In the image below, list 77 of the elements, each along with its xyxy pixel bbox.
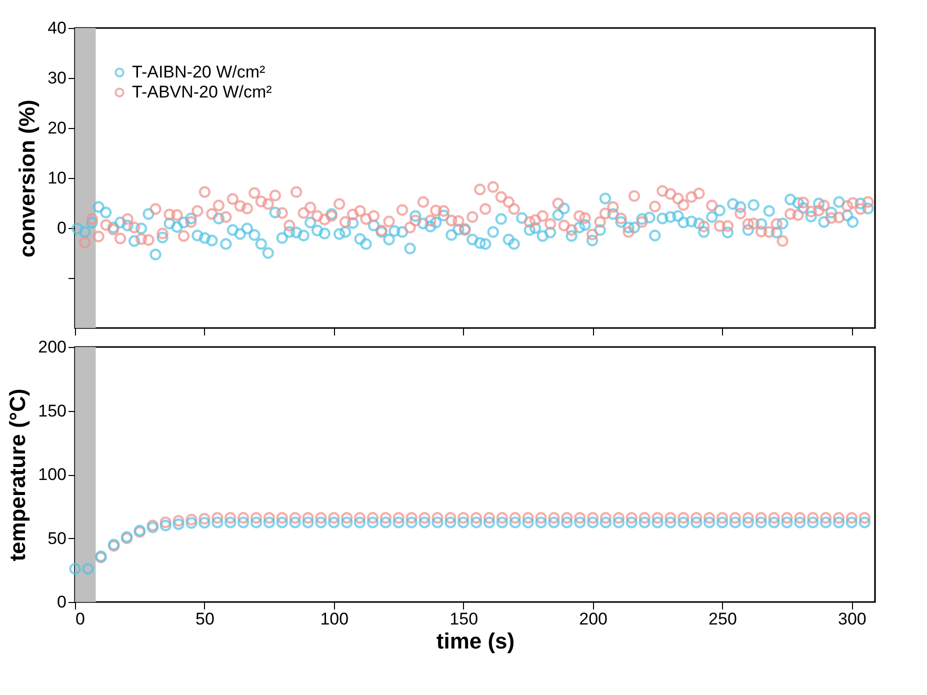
point [418, 512, 430, 524]
point [742, 512, 754, 524]
x-tick-label: 200 [579, 610, 608, 628]
point [160, 516, 172, 528]
point [652, 512, 664, 524]
point [716, 512, 728, 524]
point [846, 512, 858, 524]
point [302, 512, 314, 524]
point [341, 512, 353, 524]
point [483, 512, 496, 524]
y-axis-title: temperature (°C) [5, 388, 30, 562]
point [392, 512, 404, 524]
point [548, 512, 560, 524]
point [664, 512, 676, 524]
y-tick-label: 150 [38, 401, 66, 420]
point [198, 512, 210, 525]
point [755, 512, 767, 524]
y-tick-label: 200 [38, 338, 66, 356]
point [315, 512, 327, 524]
point [626, 512, 638, 524]
x-tick-label: 300 [838, 610, 866, 628]
y-tick-label: 50 [48, 528, 66, 548]
point [794, 512, 806, 524]
point [820, 512, 832, 524]
point [172, 514, 184, 527]
point [212, 512, 224, 524]
y-tick-label: 40 [48, 18, 66, 38]
point [574, 512, 586, 524]
point [263, 512, 276, 524]
point [380, 512, 392, 524]
x-axis-title: time (s) [436, 628, 515, 654]
point [690, 512, 702, 524]
x-tick-label: 250 [708, 610, 737, 628]
y-axis-title: conversion (%) [14, 100, 40, 258]
x-tick-label: 150 [450, 610, 478, 628]
point [858, 512, 870, 524]
x-tick-label: 50 [195, 610, 214, 628]
point [561, 512, 573, 524]
point [768, 512, 780, 524]
point [535, 512, 547, 524]
point [470, 512, 482, 524]
point [237, 512, 250, 524]
legend-label: T-ABVN-20 W/cm² [132, 82, 272, 102]
point [458, 512, 470, 524]
point [612, 512, 625, 524]
y-tick-label: 0 [57, 592, 66, 612]
point [832, 512, 845, 524]
point [703, 512, 716, 524]
point [406, 512, 418, 524]
point [289, 512, 301, 524]
point [496, 512, 508, 524]
y-tick-label: 0 [57, 218, 66, 238]
legend-label: T-AIBN-20 W/cm² [132, 62, 266, 82]
point [522, 512, 534, 524]
point [807, 512, 819, 524]
y-tick-label: 30 [48, 68, 66, 88]
x-tick-label: 100 [320, 610, 349, 628]
point [354, 512, 366, 524]
point [276, 512, 288, 524]
point [186, 514, 198, 526]
point [432, 512, 444, 524]
point [328, 512, 340, 524]
point [678, 512, 690, 524]
point [729, 512, 742, 524]
point [509, 512, 521, 524]
point [638, 512, 650, 524]
point [366, 512, 379, 524]
y-tick-label: 10 [48, 168, 66, 188]
point [586, 512, 599, 524]
x-tick-label: 0 [76, 610, 85, 628]
y-tick-label: 20 [48, 118, 66, 138]
point [250, 512, 262, 524]
point [444, 512, 456, 524]
point [600, 512, 612, 524]
point [781, 512, 793, 524]
point [224, 512, 236, 524]
y-tick-label: 100 [38, 465, 66, 484]
